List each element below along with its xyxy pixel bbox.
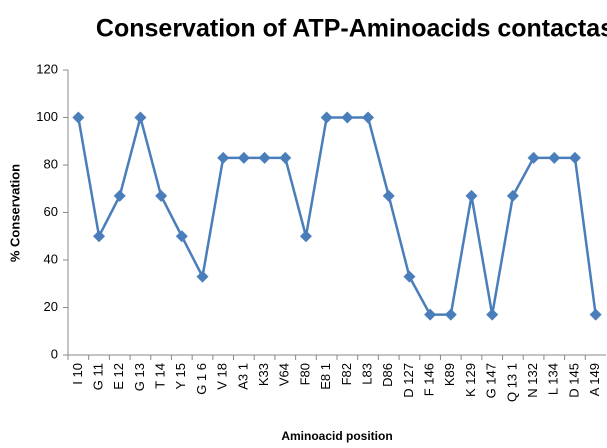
x-tick-label: N 132 [525,363,540,398]
marker [72,111,85,124]
chart-title: Conservation of ATP-Aminoacids contactas [96,15,607,43]
x-tick-label: K 129 [463,363,478,397]
x-axis-label: Aminoacid position [281,429,392,443]
x-tick-label: D 145 [566,363,581,398]
marker [444,308,457,321]
x-tick-label: G 13 [132,363,147,391]
x-tick-label: V 18 [215,363,230,390]
x-tick-label: F80 [297,363,312,385]
x-tick-label: G 147 [484,363,499,398]
y-tick-label: 40 [44,251,58,266]
y-tick-label: 100 [36,109,58,124]
marker [175,230,188,243]
marker [548,151,561,164]
marker [196,270,209,283]
y-axis-label: % Conservation [7,164,22,262]
x-tick-label: E8 1 [318,363,333,390]
marker [568,151,581,164]
x-tick-label: G 1 6 [194,363,209,395]
x-tick-label: D 127 [401,363,416,398]
x-tick-label: I 10 [70,363,85,385]
x-tick-label: A3 1 [235,363,250,390]
x-tick-label: V64 [277,363,292,386]
y-tick-label: 20 [44,299,58,314]
y-tick-label: 60 [44,204,58,219]
x-tick-label: A 149 [587,363,602,396]
marker [465,189,478,202]
x-tick-label: E 12 [111,363,126,390]
marker [134,111,147,124]
marker [93,230,106,243]
marker [299,230,312,243]
y-tick-label: 80 [44,156,58,171]
x-tick-label: L83 [359,363,374,385]
marker [424,308,437,321]
x-tick-label: K33 [256,363,271,386]
x-tick-label: D86 [380,363,395,387]
marker [258,151,271,164]
x-tick-label: L 134 [546,363,561,395]
x-tick-label: K89 [442,363,457,386]
marker [237,151,250,164]
x-tick-label: F82 [339,363,354,385]
x-tick-label: Q 13 1 [504,363,519,402]
y-tick-label: 0 [51,346,58,361]
marker [589,308,602,321]
y-tick-label: 120 [36,61,58,76]
marker [113,189,126,202]
marker [217,151,230,164]
marker [403,270,416,283]
marker [279,151,292,164]
marker [362,111,375,124]
x-tick-label: T 14 [153,363,168,389]
marker [382,189,395,202]
marker [155,189,168,202]
marker [506,189,519,202]
marker [320,111,333,124]
series-line [77,112,597,316]
x-tick-label: Y 15 [173,363,188,390]
marker [527,151,540,164]
x-tick-label: F 146 [422,363,437,396]
x-tick-label: G 11 [90,363,105,390]
marker [341,111,354,124]
marker [486,308,499,321]
